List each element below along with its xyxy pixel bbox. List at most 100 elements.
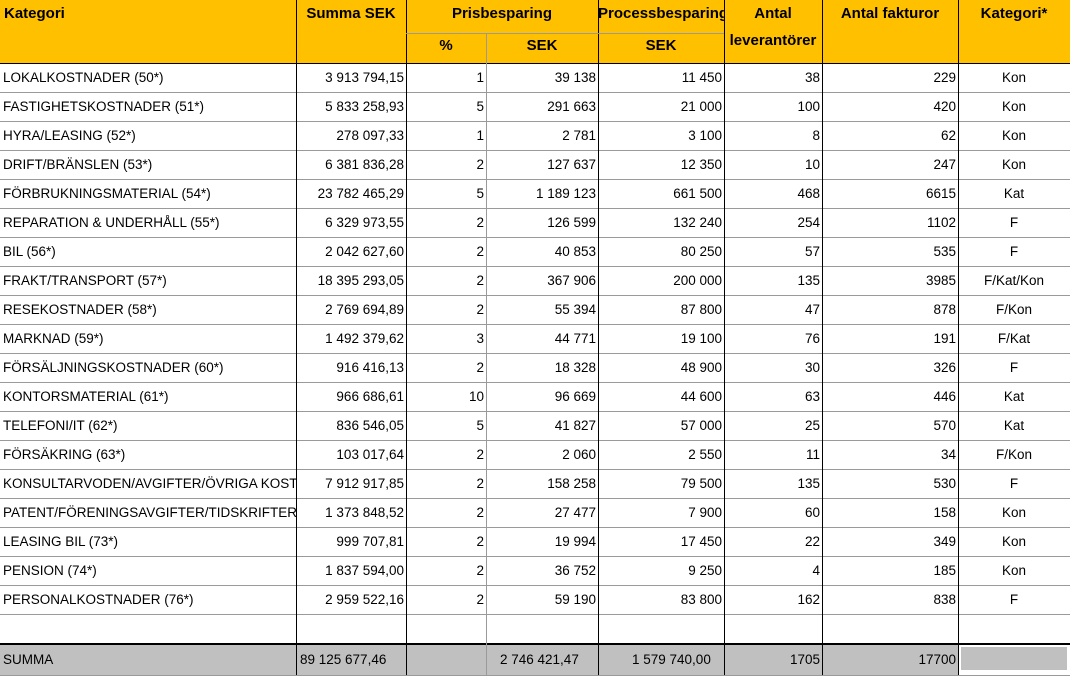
cell-process-sek[interactable]: 2 550 [688, 447, 722, 462]
cell-leverantorer[interactable]: 162 [797, 592, 820, 607]
cell-fakturor[interactable]: 191 [933, 331, 956, 346]
cell-summa-sek[interactable]: 5 833 258,93 [325, 99, 404, 114]
cell-pris-sek[interactable]: 127 637 [547, 157, 596, 172]
cell-fakturor[interactable]: 62 [940, 128, 956, 143]
cell-leverantorer[interactable]: 135 [797, 476, 820, 491]
cell-kategori[interactable]: TELEFONI/IT (62*) [3, 418, 118, 433]
cell-kategori-star[interactable]: F/Kat [997, 331, 1031, 346]
cell-kategori[interactable]: DRIFT/BRÄNSLEN (53*) [3, 157, 153, 172]
header-kategori[interactable]: Kategori [0, 0, 296, 63]
cell-kategori[interactable]: PERSONALKOSTNADER (76*) [3, 592, 194, 607]
cell-summa-sek[interactable]: 18 395 293,05 [317, 273, 404, 288]
cell-process-sek[interactable]: 57 000 [680, 418, 722, 433]
cell-kategori[interactable]: FASTIGHETSKOSTNADER (51*) [3, 99, 205, 114]
cell-pris-sek[interactable]: 59 190 [554, 592, 596, 607]
cell-pris-sek[interactable]: 19 994 [554, 534, 596, 549]
cell-fakturor[interactable]: 535 [933, 244, 956, 259]
cell-kategori-star[interactable]: Kon [1001, 99, 1027, 114]
cell-summa-sek[interactable]: 7 912 917,85 [325, 476, 404, 491]
cell-kategori-star[interactable]: Kon [1001, 534, 1027, 549]
cell-kategori[interactable]: FÖRSÄLJNINGSKOSTNADER (60*) [3, 360, 224, 375]
cell-process-sek[interactable]: 3 100 [688, 128, 722, 143]
cell-pct[interactable]: 2 [476, 563, 484, 578]
cell-summa-sek[interactable]: 1 492 379,62 [325, 331, 404, 346]
summary-process-sek[interactable]: 1 579 740,00 [598, 645, 724, 675]
cell-summa-sek[interactable]: 916 416,13 [336, 360, 404, 375]
cell-pris-sek[interactable]: 158 258 [547, 476, 596, 491]
cell-process-sek[interactable]: 79 500 [680, 476, 722, 491]
cell-pct[interactable]: 2 [476, 534, 484, 549]
cell-pct[interactable]: 1 [476, 70, 484, 85]
cell-kategori[interactable]: KONSULTARVODEN/AVGIFTER/ÖVRIGA KOSTNADER [3, 476, 296, 491]
cell-fakturor[interactable]: 878 [933, 302, 956, 317]
cell-summa-sek[interactable]: 1 837 594,00 [325, 563, 404, 578]
cell-pct[interactable]: 2 [476, 476, 484, 491]
cell-process-sek[interactable]: 80 250 [680, 244, 722, 259]
cell-kategori[interactable]: RESEKOSTNADER (58*) [3, 302, 157, 317]
header-kategori-star[interactable]: Kategori* [958, 0, 1070, 63]
cell-pris-sek[interactable]: 18 328 [554, 360, 596, 375]
summary-leverantorer[interactable]: 1705 [724, 645, 822, 675]
cell-pris-sek[interactable]: 36 752 [554, 563, 596, 578]
cell-leverantorer[interactable]: 38 [804, 70, 820, 85]
header-pris-sek[interactable]: SEK [486, 33, 598, 63]
cell-kategori-star[interactable]: F [1009, 244, 1019, 259]
cell-fakturor[interactable]: 1102 [926, 215, 956, 230]
cell-kategori[interactable]: BIL (56*) [3, 244, 56, 259]
cell-pct[interactable]: 3 [476, 331, 484, 346]
cell-process-sek[interactable]: 132 240 [673, 215, 722, 230]
cell-pris-sek[interactable]: 2 781 [562, 128, 596, 143]
cell-pct[interactable]: 2 [476, 244, 484, 259]
cell-kategori-star[interactable]: Kon [1001, 70, 1027, 85]
cell-fakturor[interactable]: 185 [933, 563, 956, 578]
cell-kategori-star[interactable]: Kon [1001, 505, 1027, 520]
cell-fakturor[interactable]: 247 [933, 157, 956, 172]
cell-kategori-star[interactable]: F [1009, 215, 1019, 230]
cell-kategori[interactable]: MARKNAD (59*) [3, 331, 104, 346]
cell-kategori[interactable]: KONTORSMATERIAL (61*) [3, 389, 169, 404]
cell-summa-sek[interactable]: 2 769 694,89 [325, 302, 404, 317]
cell-summa-sek[interactable]: 2 959 522,16 [325, 592, 404, 607]
cell-pct[interactable]: 10 [468, 389, 484, 404]
cell-leverantorer[interactable]: 254 [797, 215, 820, 230]
cell-process-sek[interactable]: 19 100 [680, 331, 722, 346]
header-summa-sek[interactable]: Summa SEK [296, 0, 406, 63]
cell-kategori[interactable]: LOKALKOSTNADER (50*) [3, 70, 164, 85]
cell-pris-sek[interactable]: 27 477 [554, 505, 596, 520]
cell-leverantorer[interactable]: 4 [812, 563, 820, 578]
cell-pct[interactable]: 5 [476, 99, 484, 114]
cell-pris-sek[interactable]: 126 599 [547, 215, 596, 230]
cell-summa-sek[interactable]: 3 913 794,15 [325, 70, 404, 85]
cell-pct[interactable]: 1 [476, 128, 484, 143]
cell-leverantorer[interactable]: 135 [797, 273, 820, 288]
cell-kategori-star[interactable]: F [1009, 592, 1019, 607]
cell-process-sek[interactable]: 44 600 [680, 389, 722, 404]
summary-kategori[interactable] [961, 647, 1067, 670]
cell-summa-sek[interactable]: 103 017,64 [336, 447, 404, 462]
cell-process-sek[interactable]: 661 500 [673, 186, 722, 201]
cell-pct[interactable]: 2 [476, 157, 484, 172]
cell-leverantorer[interactable]: 8 [812, 128, 820, 143]
cell-summa-sek[interactable]: 836 546,05 [336, 418, 404, 433]
cell-fakturor[interactable]: 3985 [925, 273, 956, 288]
cell-kategori[interactable]: PATENT/FÖRENINGSAVGIFTER/TIDSKRIFTER (69… [3, 505, 296, 520]
cell-summa-sek[interactable]: 23 782 465,29 [317, 186, 404, 201]
summary-pct[interactable] [406, 645, 486, 675]
header-processbesparing[interactable]: Processbesparing [598, 0, 724, 33]
cell-process-sek[interactable]: 83 800 [680, 592, 722, 607]
cell-kategori-star[interactable]: F/Kat/Kon [983, 273, 1045, 288]
cell-process-sek[interactable]: 12 350 [680, 157, 722, 172]
cell-summa-sek[interactable]: 6 329 973,55 [325, 215, 404, 230]
cell-process-sek[interactable]: 21 000 [680, 99, 722, 114]
cell-pris-sek[interactable]: 39 138 [554, 70, 596, 85]
summary-summa-sek[interactable]: 89 125 677,46 [296, 645, 406, 675]
cell-leverantorer[interactable]: 11 [805, 447, 820, 462]
cell-fakturor[interactable]: 838 [933, 592, 956, 607]
cell-pris-sek[interactable]: 367 906 [547, 273, 596, 288]
cell-summa-sek[interactable]: 999 707,81 [336, 534, 404, 549]
cell-leverantorer[interactable]: 30 [804, 360, 820, 375]
cell-pris-sek[interactable]: 291 663 [547, 99, 596, 114]
cell-summa-sek[interactable]: 6 381 836,28 [325, 157, 404, 172]
cell-fakturor[interactable]: 34 [940, 447, 956, 462]
cell-process-sek[interactable]: 87 800 [680, 302, 722, 317]
